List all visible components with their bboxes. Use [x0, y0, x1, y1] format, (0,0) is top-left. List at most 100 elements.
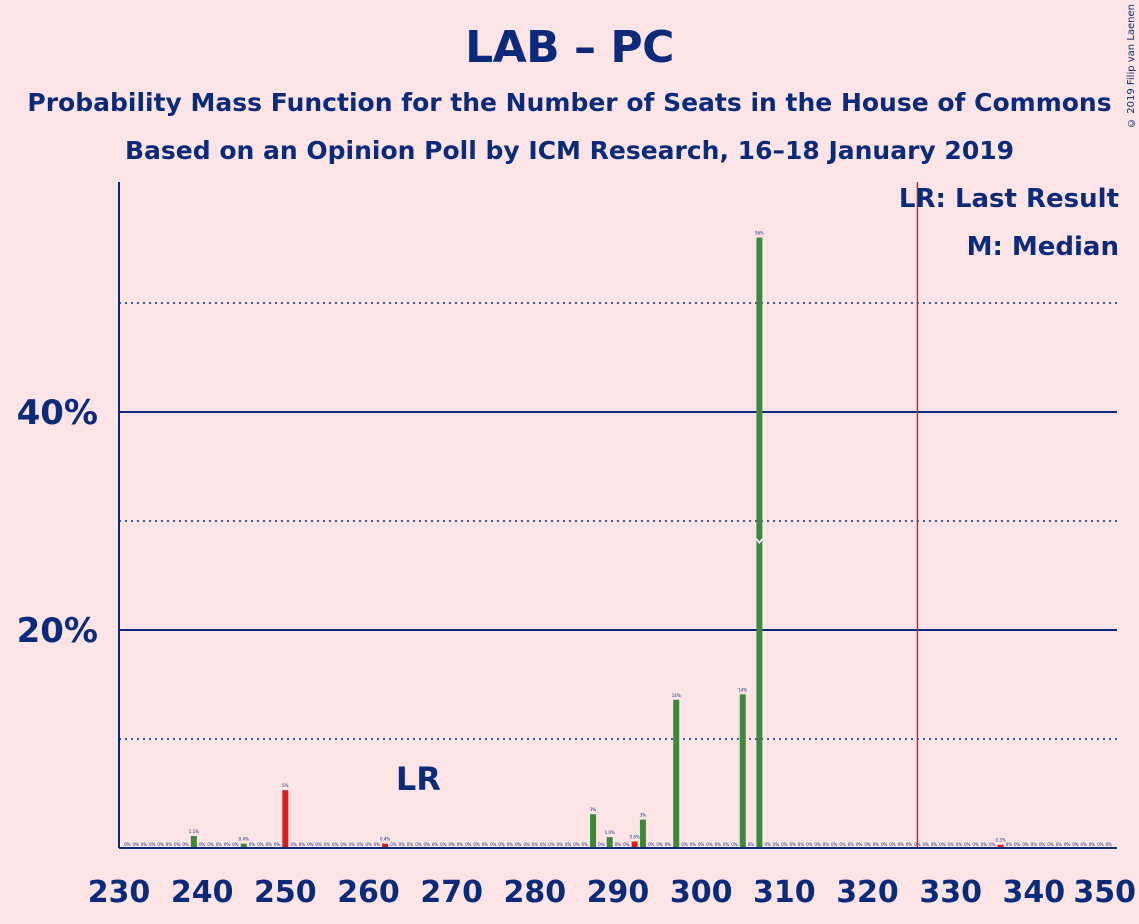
zero-label: 0% [523, 842, 530, 847]
zero-label: 0% [823, 842, 830, 847]
zero-label: 0% [931, 842, 938, 847]
zero-label: 0% [681, 842, 688, 847]
x-tick-label: 290 [587, 875, 650, 910]
bar-289 [606, 837, 613, 848]
zero-label: 0% [340, 842, 347, 847]
zero-label: 0% [515, 842, 522, 847]
zero-label: 0% [415, 842, 422, 847]
x-tick-label: 280 [504, 875, 567, 910]
bar-label-239: 1.1% [189, 829, 199, 834]
zero-label: 0% [374, 842, 381, 847]
x-tick-label: 230 [88, 875, 151, 910]
chart-title: LAB – PC [465, 22, 674, 73]
zero-label: 0% [698, 842, 705, 847]
zero-label: 0% [881, 842, 888, 847]
zero-label: 0% [1097, 842, 1104, 847]
zero-label: 0% [448, 842, 455, 847]
bar-label-262: 0.4% [380, 837, 390, 842]
zero-label: 0% [889, 842, 896, 847]
zero-label: 0% [873, 842, 880, 847]
zero-label: 0% [648, 842, 655, 847]
bar-label-292: 0.6% [630, 834, 640, 839]
bar-label-305: 14% [738, 687, 747, 692]
zero-label: 0% [731, 842, 738, 847]
bar-label-336: 0.3% [995, 838, 1005, 843]
bar-239 [190, 836, 197, 848]
bar-250 [282, 790, 289, 848]
bar-label-307: 56% [755, 231, 764, 236]
zero-label: 0% [1022, 842, 1029, 847]
zero-label: 0% [249, 842, 256, 847]
zero-label: 0% [1064, 842, 1071, 847]
zero-label: 0% [357, 842, 364, 847]
zero-label: 0% [1072, 842, 1079, 847]
zero-label: 0% [573, 842, 580, 847]
zero-label: 0% [274, 842, 281, 847]
legend-median: M: Median [966, 232, 1119, 262]
zero-label: 0% [507, 842, 514, 847]
bar-label-297: 14% [672, 693, 681, 698]
zero-label: 0% [199, 842, 206, 847]
zero-label: 0% [299, 842, 306, 847]
last-result-label: LR [396, 760, 441, 798]
zero-label: 0% [440, 842, 447, 847]
x-tick-label: 270 [420, 875, 483, 910]
zero-label: 0% [656, 842, 663, 847]
zero-label: 0% [532, 842, 539, 847]
zero-label: 0% [149, 842, 156, 847]
x-tick-label: 310 [753, 875, 816, 910]
zero-label: 0% [1056, 842, 1063, 847]
zero-label: 0% [972, 842, 979, 847]
zero-label: 0% [399, 842, 406, 847]
bar-label-245: 0.4% [239, 837, 249, 842]
zero-label: 0% [365, 842, 372, 847]
zero-label: 0% [390, 842, 397, 847]
zero-label: 0% [1006, 842, 1013, 847]
zero-label: 0% [964, 842, 971, 847]
zero-label: 0% [665, 842, 672, 847]
zero-label: 0% [598, 842, 605, 847]
zero-label: 0% [748, 842, 755, 847]
zero-label: 0% [939, 842, 946, 847]
zero-label: 0% [207, 842, 214, 847]
zero-label: 0% [349, 842, 356, 847]
zero-label: 0% [1047, 842, 1054, 847]
zero-label: 0% [482, 842, 489, 847]
zero-label: 0% [490, 842, 497, 847]
zero-label: 0% [723, 842, 730, 847]
zero-label: 0% [424, 842, 431, 847]
bar-label-293: 3% [640, 813, 647, 818]
zero-label: 0% [864, 842, 871, 847]
bar-336 [997, 844, 1004, 848]
zero-label: 0% [182, 842, 189, 847]
bar-label-250: 5% [282, 783, 289, 788]
bar-label-289: 1.0% [605, 830, 615, 835]
zero-label: 0% [981, 842, 988, 847]
x-tick-label: 330 [919, 875, 982, 910]
zero-label: 0% [307, 842, 314, 847]
zero-label: 0% [765, 842, 772, 847]
zero-label: 0% [898, 842, 905, 847]
zero-label: 0% [565, 842, 572, 847]
zero-label: 0% [1039, 842, 1046, 847]
zero-label: 0% [498, 842, 505, 847]
zero-label: 0% [266, 842, 273, 847]
zero-label: 0% [124, 842, 131, 847]
x-tick-label: 300 [670, 875, 733, 910]
zero-label: 0% [290, 842, 297, 847]
zero-label: 0% [407, 842, 414, 847]
zero-label: 0% [432, 842, 439, 847]
median-marker [755, 538, 764, 545]
bar-297 [673, 699, 680, 848]
bar-305 [739, 694, 746, 848]
zero-label: 0% [557, 842, 564, 847]
zero-label: 0% [848, 842, 855, 847]
x-tick-label: 240 [171, 875, 234, 910]
chart-subtitle-2: Based on an Opinion Poll by ICM Research… [124, 136, 1015, 165]
zero-label: 0% [1106, 842, 1113, 847]
zero-label: 0% [715, 842, 722, 847]
zero-label: 0% [315, 842, 322, 847]
zero-label: 0% [623, 842, 630, 847]
zero-label: 0% [257, 842, 264, 847]
